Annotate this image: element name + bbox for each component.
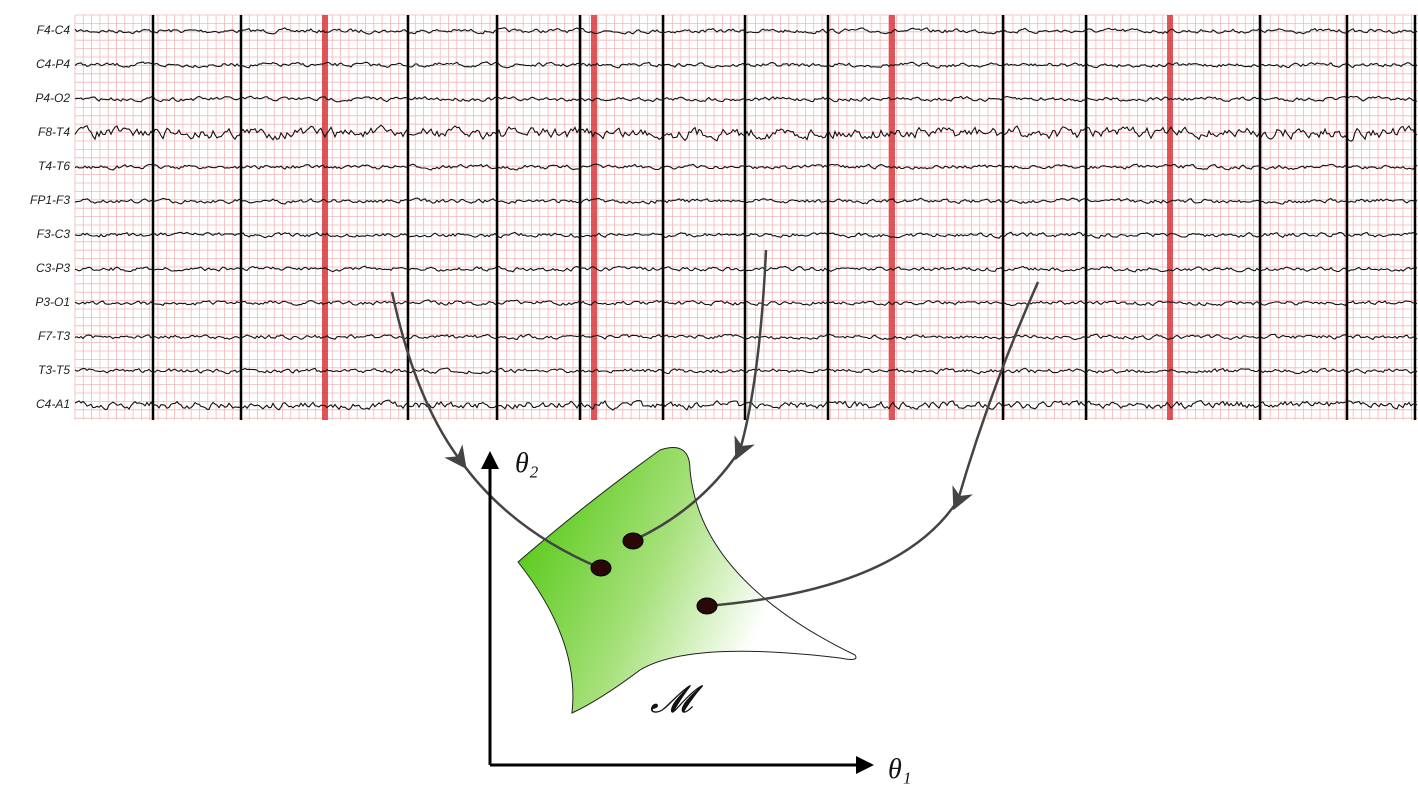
arrow xyxy=(705,281,1040,608)
arrow xyxy=(390,291,601,570)
axes xyxy=(481,451,874,774)
channel-label: F7-T3 xyxy=(38,329,70,343)
eeg-trace xyxy=(74,399,1418,411)
eeg-panel xyxy=(74,14,1418,420)
channel-label: FP1-F3 xyxy=(30,193,70,207)
manifold xyxy=(517,447,857,714)
eeg-trace xyxy=(74,197,1418,205)
channel-label: F3-C3 xyxy=(37,227,71,241)
eeg-trace xyxy=(74,367,1418,375)
y-axis-label: θ₂ xyxy=(515,448,539,479)
eeg-trace xyxy=(74,231,1418,239)
point xyxy=(590,559,612,577)
channel-label: F4-C4 xyxy=(37,23,71,37)
manifold-label: 𝓜 xyxy=(650,679,704,721)
channel-label: F8-T4 xyxy=(38,125,70,139)
arrows xyxy=(390,249,1040,608)
channel-label: P3-O1 xyxy=(35,295,70,309)
eeg-trace xyxy=(74,95,1418,103)
eeg-trace xyxy=(74,265,1418,273)
eeg-trace xyxy=(74,124,1418,142)
channel-label: T3-T5 xyxy=(38,363,70,377)
eeg-trace xyxy=(74,299,1418,307)
channel-label: C4-A1 xyxy=(36,397,70,411)
eeg-trace xyxy=(74,163,1418,171)
channel-label: T4-T6 xyxy=(38,159,70,173)
arrow xyxy=(631,249,768,543)
channel-label: C3-P3 xyxy=(36,261,70,275)
point xyxy=(696,597,718,615)
eeg-trace xyxy=(74,333,1418,341)
x-axis-label: θ₁ xyxy=(888,754,912,785)
points xyxy=(590,532,718,615)
eeg-trace xyxy=(74,61,1418,69)
channel-label: P4-O2 xyxy=(35,91,70,105)
point xyxy=(622,532,644,550)
channel-labels: F4-C4 C4-P4 P4-O2 F8-T4 T4-T6 FP1-F3 F3-C3 C3-P… xyxy=(30,23,70,411)
eeg-trace xyxy=(74,27,1418,35)
channel-label: C4-P4 xyxy=(36,57,70,71)
